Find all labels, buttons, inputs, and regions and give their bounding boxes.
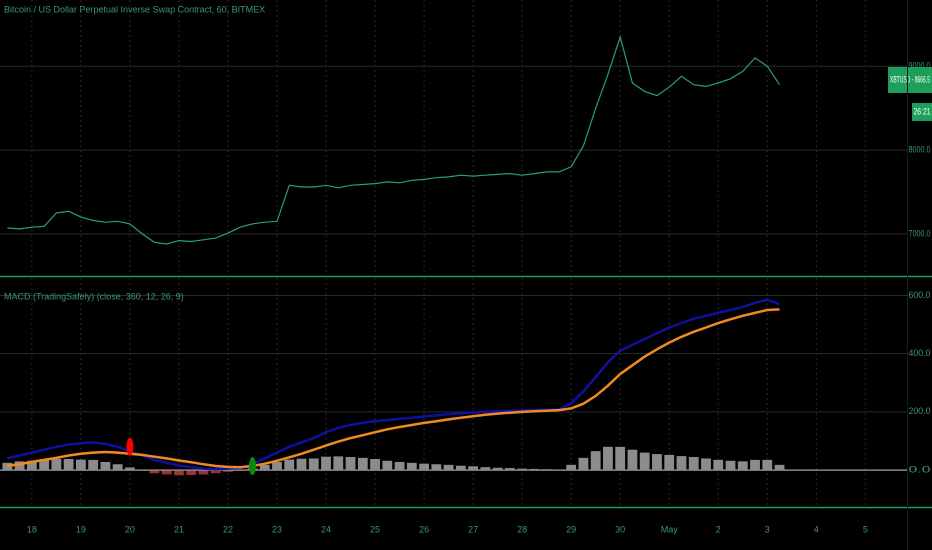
histogram-bar [737,461,748,471]
y-tick-label: 9000.0 [909,61,931,71]
histogram-bar [615,446,626,471]
x-tick-label: 25 [370,524,380,534]
y-tick-label: 600.0 [909,290,931,300]
x-tick-label: 23 [272,524,282,534]
histogram-bar [210,470,221,474]
histogram-bar [504,468,515,471]
histogram-bar [284,459,295,471]
histogram-bar [370,459,380,471]
countdown-box [912,103,932,121]
chart-title: Bitcoin / US Dollar Perpetual Inverse Sw… [4,4,265,14]
histogram-bar [762,459,773,471]
macd-line [7,308,780,469]
histogram-bar [321,456,331,471]
x-tick-label: 27 [468,524,478,534]
pane: 7000.0 8000.0 9000.0 XBTUSD - 8666.5 26:21 [0,0,932,275]
y-tick-label: 0.0 [909,464,931,474]
histogram-bar [468,466,479,471]
histogram-bar [382,460,393,471]
histogram-bar [590,451,601,471]
cross-marker [126,437,134,456]
histogram-bar [431,464,442,471]
histogram-bar [603,446,613,471]
x-tick-label: May [661,524,679,534]
histogram-bar [14,461,25,471]
x-tick-label: 19 [76,524,86,534]
histogram-bar [578,457,589,471]
histogram-bar [443,464,454,471]
histogram-bar [664,454,675,471]
price-label: XBTUSD - 8666.5 26:21 [888,67,932,121]
histogram-bar [406,462,417,471]
histogram-bar [333,456,344,471]
y-tick-label: 8000.0 [909,144,931,154]
price-label-box [888,67,932,93]
histogram-bar [125,467,135,471]
x-tick-label: 3 [765,524,770,534]
histogram-bar [2,462,13,471]
histogram-bar [63,459,74,471]
x-tick-label: 5 [863,524,868,534]
histogram-bar [627,449,638,471]
histogram-bar [39,459,50,471]
histogram-bar [639,452,650,471]
histogram-bar [750,459,760,471]
histogram-bar [198,470,209,475]
y-tick-label: 400.0 [909,348,931,358]
chart-title: MACD (TradingSafely) (close, 360, 12, 26… [4,291,184,301]
histogram-bar [272,461,282,471]
price-line [7,34,781,245]
histogram-bar [100,461,111,471]
histogram-bar [688,456,699,471]
histogram-bar [357,457,368,471]
histogram-bar [149,470,160,474]
histogram-bar [88,459,99,471]
x-tick-label: 4 [814,524,819,534]
histogram-bar [308,458,319,471]
histogram-bar [701,458,711,471]
x-tick-label: 28 [517,524,527,534]
histogram-bar [75,459,86,471]
x-tick-label: 30 [615,524,625,534]
y-tick-label: 200.0 [909,406,931,416]
cross-marker [248,457,256,476]
x-tick-label: 26 [419,524,429,534]
price-label-text: XBTUSD - 8666.5 [890,74,930,84]
histogram-bar [774,464,785,471]
histogram-bar [223,470,233,472]
histogram-bar [186,470,197,476]
x-tick-label: 20 [125,524,135,534]
histogram-bar [112,464,123,471]
histogram-bar [161,470,172,475]
histogram-bar [259,464,270,471]
histogram-bar [394,461,405,471]
x-tick-label: 21 [174,524,184,534]
x-tick-label: 24 [321,524,331,534]
countdown-text: 26:21 [914,106,931,116]
x-tick-label: 2 [716,524,721,534]
y-tick-label: 7000.0 [909,228,931,238]
histogram-bar [26,460,37,471]
histogram-bar [725,460,736,471]
histogram-bar [51,459,62,471]
histogram-bar [652,454,662,471]
histogram-bar [480,467,491,471]
histogram-bar [174,470,184,476]
histogram-bar [455,465,466,471]
histogram-bar [566,464,577,471]
histogram-bar [492,467,503,471]
histogram-bar [713,459,724,471]
x-tick-label: 18 [27,524,37,534]
histogram-bar [296,458,307,471]
histogram-bar [419,463,429,471]
x-tick-label: 29 [566,524,576,534]
histogram-bar [345,456,356,471]
histogram-bar [676,456,687,471]
x-tick-label: 22 [223,524,233,534]
macd-line [7,298,780,471]
